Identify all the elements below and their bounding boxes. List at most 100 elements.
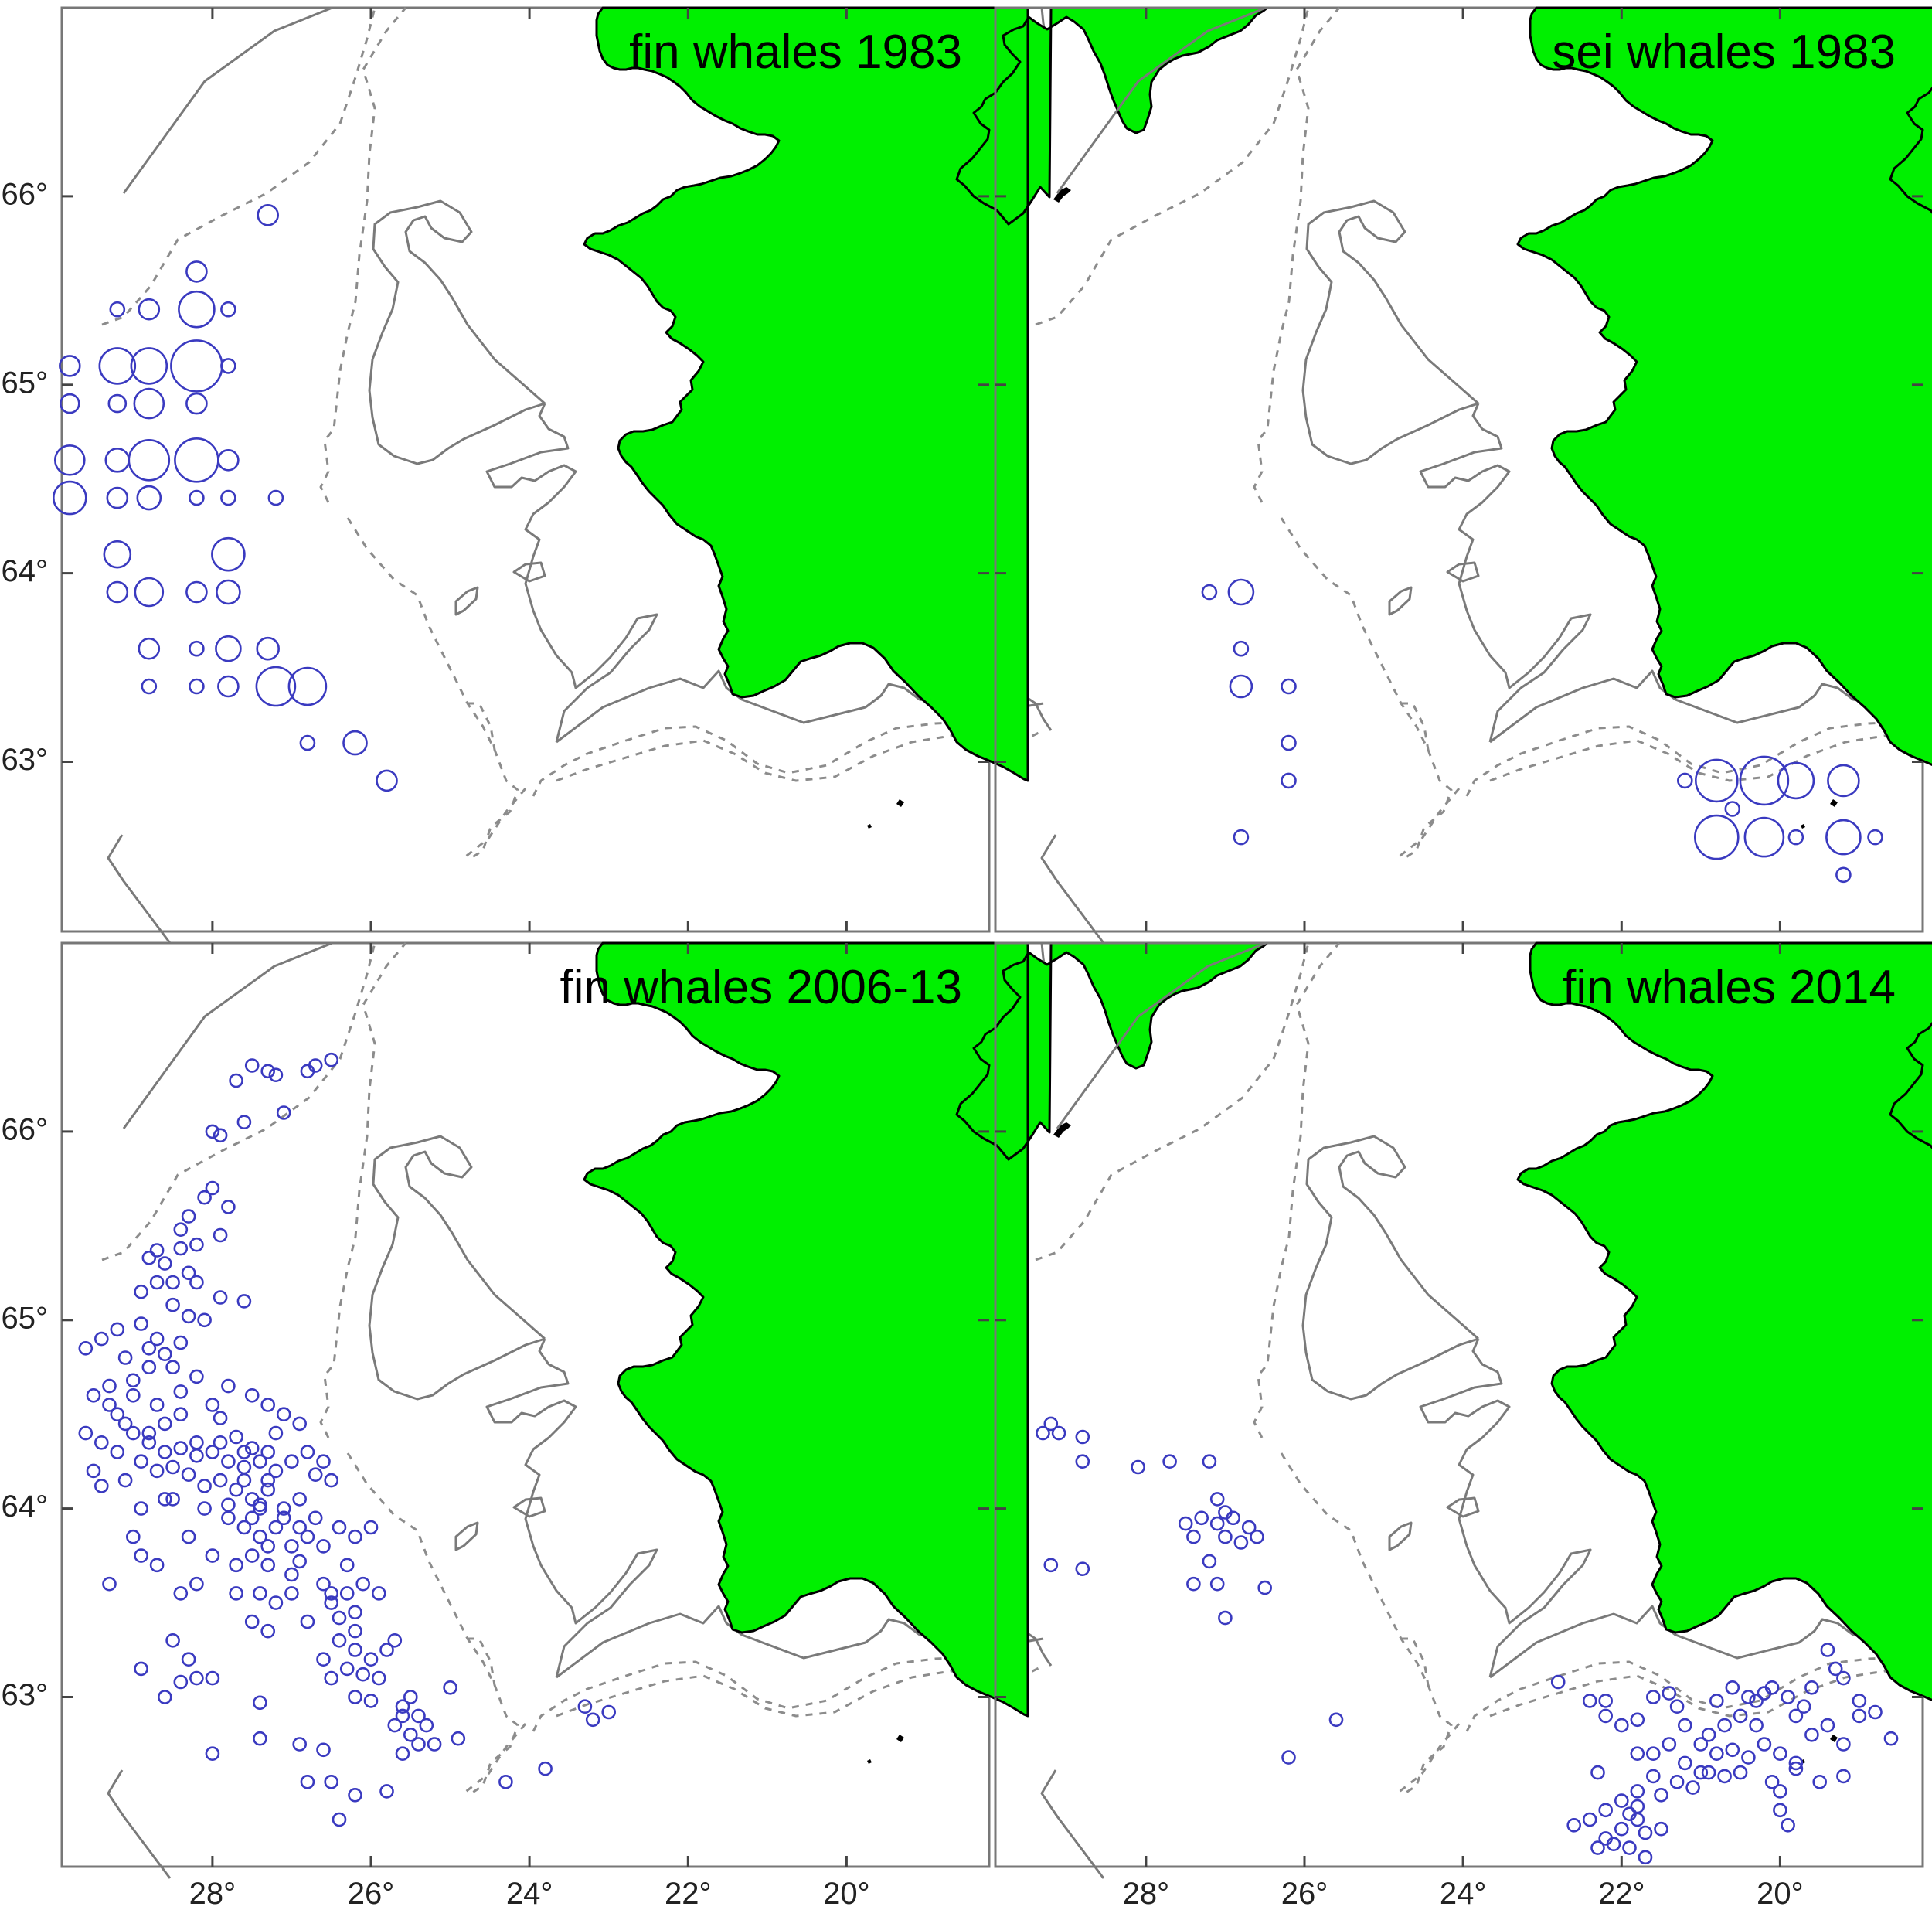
whale-sighting-marker [1075,1561,1090,1577]
whale-sighting-marker [379,1643,394,1657]
whale-sighting-marker [1781,1690,1795,1704]
whale-sighting-marker [1717,1718,1732,1733]
whale-sighting-marker [141,1250,157,1265]
whale-sighting-marker [53,480,87,516]
whale-sighting-marker [348,1529,362,1544]
whale-sighting-marker [1781,1818,1795,1833]
whale-sighting-marker [1233,640,1250,657]
whale-sighting-marker [1186,1576,1201,1592]
lon-label-22: 22° [1598,1877,1645,1910]
whale-sighting-marker [244,1387,260,1403]
whale-sighting-marker [355,1576,371,1592]
whale-sighting-marker [339,1661,355,1677]
whale-sighting-marker [451,1731,466,1746]
latitude-labels-bottom: 66° 65° 64° 63° [2,1112,49,1712]
whale-sighting-marker [332,1812,347,1827]
whale-sighting-marker [1194,1510,1209,1526]
whale-sighting-marker [1804,1680,1819,1695]
whale-sighting-marker [1812,1775,1827,1789]
whale-sighting-marker [1685,1780,1700,1795]
whale-sighting-marker [260,1558,276,1573]
whale-sighting-marker [395,1746,410,1761]
whale-sighting-marker [189,1448,204,1463]
whale-sighting-marker [268,1067,284,1082]
whale-sighting-marker [1788,1761,1804,1776]
whale-sighting-marker [1075,1429,1090,1445]
whale-sighting-marker [106,486,129,509]
whale-sighting-marker [244,1441,260,1455]
whale-sighting-marker [141,1360,157,1375]
whale-sighting-marker [1796,1699,1811,1714]
whale-sighting-marker [149,1243,165,1258]
whale-sighting-marker [1749,1718,1764,1733]
whale-sighting-marker [1883,1731,1899,1746]
whale-sighting-marker [1654,1788,1668,1803]
whale-sighting-marker [1701,1728,1716,1742]
whale-sighting-marker [185,580,208,604]
whale-sighting-marker [1701,1765,1716,1780]
whale-sighting-marker [1662,1737,1677,1752]
whale-sighting-marker [181,1467,196,1483]
whale-sighting-marker [185,392,208,415]
whale-sighting-marker [308,1510,323,1526]
whale-sighting-marker [1709,1694,1724,1708]
whale-sighting-marker [173,1335,189,1350]
whale-sighting-marker [102,1398,117,1412]
whale-sighting-marker [126,1529,141,1544]
whale-sighting-marker [292,1554,308,1569]
whale-sighting-marker [134,1661,148,1677]
whale-sighting-marker [189,489,205,506]
whale-sighting-marker [205,1180,220,1196]
whale-sighting-marker [324,1052,339,1067]
latitude-labels-top: 66° 65° 64° 63° [2,177,49,777]
whale-sighting-marker [107,393,128,414]
whale-sighting-marker [284,1454,299,1469]
whale-sighting-marker [1694,758,1739,803]
whale-sighting-marker [253,1695,267,1711]
whale-sighting-marker [149,1275,165,1290]
whale-sighting-marker [348,1788,362,1803]
whale-sighting-marker [78,1425,94,1441]
whale-sighting-marker [134,1501,148,1516]
whale-sighting-marker [1614,1821,1629,1837]
whale-sighting-marker [1043,1558,1059,1573]
whale-sighting-marker [221,1497,236,1513]
whale-sighting-marker [1724,801,1741,817]
whale-sighting-marker [94,1435,109,1450]
whale-sighting-marker [419,1718,434,1733]
whale-sightings [1036,1416,1899,1865]
whale-sighting-marker [371,1670,386,1686]
whale-sighting-marker [173,1441,189,1455]
whale-sighting-marker [1131,1459,1145,1475]
whale-sighting-marker [1630,1746,1645,1761]
whale-sighting-marker [1764,1775,1780,1789]
lat-label-66: 66° [2,1112,49,1146]
lon-label-28: 28° [189,1877,236,1910]
whale-sighting-marker [1201,584,1218,601]
whale-sighting-marker [1202,1554,1217,1569]
whale-sighting-marker [1788,1755,1804,1771]
whale-sighting-marker [1209,1516,1225,1531]
whale-sighting-marker [205,1746,220,1761]
whale-sighting-marker [379,1784,394,1799]
whale-sighting-marker [1250,1529,1264,1544]
longitude-labels-left: 28° 26° 24° 22° 20° [189,1877,870,1910]
whale-sighting-marker [1281,678,1297,695]
whale-sighting-marker [1757,1737,1772,1752]
panel-sei-whales-1983: sei whales 1983 [994,6,1932,945]
whale-sighting-marker [174,437,219,483]
lon-label-26: 26° [1281,1877,1328,1910]
whale-sighting-marker [256,636,281,661]
whale-sighting-marker [1598,1708,1614,1724]
whale-sighting-marker [257,203,280,226]
whale-sighting-marker [181,1209,196,1224]
whale-sighting-marker [185,260,208,283]
basemap-iceland [100,941,1269,1880]
whale-sighting-marker [229,1586,243,1601]
whale-sighting-marker [260,1445,276,1459]
whale-sighting-marker [348,1690,362,1704]
whale-sighting-marker [316,1454,331,1469]
whale-sighting-marker [1773,1746,1787,1761]
whale-sighting-marker [1590,1765,1605,1780]
